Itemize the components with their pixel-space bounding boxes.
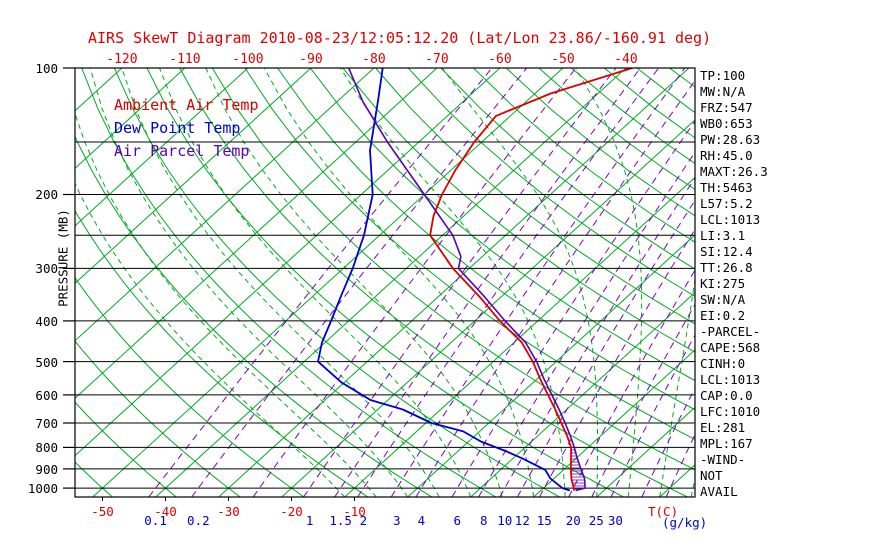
mixing-ratio-tick-label: 4: [417, 513, 426, 528]
stat-line: NOT: [700, 468, 723, 483]
stat-line: EL:281: [700, 420, 746, 435]
stat-line: CAPE:568: [700, 340, 761, 355]
stat-line: LI:3.1: [700, 228, 746, 243]
pressure-tick-label: 700: [35, 416, 58, 432]
pressure-tick-label: 800: [35, 440, 58, 456]
mixing-ratio-tick-label: 10: [497, 513, 513, 528]
top-temp-tick-label: -110: [169, 52, 201, 67]
stat-line: L57:5.2: [700, 196, 753, 211]
mixing-ratio-tick-label: 1: [305, 513, 314, 528]
stat-line: WB0:653: [700, 116, 753, 131]
mixing-ratio-tick-label: 6: [453, 513, 462, 528]
bottom-tick-marks: [102, 497, 355, 501]
ambient-temp-curve: [429, 68, 633, 491]
pressure-axis-label: PRESSURE (MB): [55, 209, 71, 307]
pressure-tick-label: 1000: [27, 481, 58, 497]
top-temp-tick-label: -60: [488, 52, 512, 67]
isotherm-lines: [75, 68, 695, 497]
mixing-ratio-unit-label: (g/kg): [662, 515, 708, 530]
legend-dew-point-temp: Dew Point Temp: [114, 119, 241, 137]
stat-line: TP:100: [700, 68, 746, 83]
stat-line: RH:45.0: [700, 148, 753, 163]
mixing-ratio-tick-label: 20: [565, 513, 581, 528]
mixing-ratio-tick-label: 15: [536, 513, 552, 528]
legend-air-parcel-temp: Air Parcel Temp: [114, 142, 250, 160]
pressure-tick-label: 600: [35, 387, 58, 403]
bottom-temp-tick-label: -10: [343, 504, 366, 519]
mixing-ratio-tick-label: 2: [359, 513, 368, 528]
sounding-curves: [317, 68, 633, 492]
stat-line: EI:0.2: [700, 308, 746, 323]
top-temp-tick-label: -100: [232, 52, 264, 67]
mixing-ratio-tick-label: 3: [393, 513, 401, 528]
stat-line: SW:N/A: [700, 292, 746, 307]
mixing-ratio-tick-label: 1.5: [329, 513, 352, 528]
bottom-temp-tick-label: -30: [217, 504, 240, 519]
pressure-tick-label: 400: [35, 313, 58, 329]
stat-line: MW:N/A: [700, 84, 746, 99]
mixing-ratio-tick-label: 30: [607, 513, 623, 528]
parcel-temp-curve: [347, 68, 586, 492]
mixing-ratio-tick-label: 12: [514, 513, 530, 528]
bottom-temp-tick-label: -20: [280, 504, 303, 519]
chart-title: AIRS SkewT Diagram 2010-08-23/12:05:12.2…: [88, 29, 712, 47]
stat-line: -PARCEL-: [700, 324, 761, 339]
stat-line: PW:28.63: [700, 132, 761, 147]
bottom-temp-tick-label: -40: [154, 504, 177, 519]
plot-border: [74, 67, 696, 498]
temp-unit-label: T(C): [648, 504, 679, 519]
mixing-ratio-tick-label: 0.2: [187, 513, 210, 528]
stat-line: KI:275: [700, 276, 746, 291]
top-temp-tick-label: -70: [425, 52, 449, 67]
stat-line: LCL:1013: [700, 372, 761, 387]
top-temp-tick-label: -50: [551, 52, 575, 67]
moist-adiabat-lines: [75, 68, 695, 497]
dew-temp-curve: [317, 68, 571, 492]
top-temp-tick-label: -40: [614, 52, 638, 67]
stat-line: CAP:0.0: [700, 388, 753, 403]
mixing-ratio-tick-label: 8: [479, 513, 488, 528]
grid-lines: [75, 68, 695, 497]
top-temp-tick-label: -80: [362, 52, 386, 67]
pressure-tick-marks: [63, 67, 75, 489]
stat-line: FRZ:547: [700, 100, 753, 115]
stat-line: AVAIL: [700, 484, 738, 499]
stat-line: LFC:1010: [700, 404, 761, 419]
top-temp-tick-label: -120: [106, 52, 138, 67]
stat-line: MPL:167: [700, 436, 753, 451]
stat-line: TH:5463: [700, 180, 753, 195]
bottom-temp-tick-label: -50: [91, 504, 114, 519]
pressure-tick-label: 500: [35, 354, 58, 370]
pressure-tick-label: 300: [35, 261, 58, 277]
stat-line: SI:12.4: [700, 244, 753, 259]
stats-panel: TP:100 MW:N/A FRZ:547 WB0:653 PW:28.63 RH:45.…: [700, 68, 768, 500]
pressure-tick-label: 100: [35, 61, 58, 76]
stat-line: CINH:0: [700, 356, 746, 371]
stat-line: MAXT:26.3: [700, 164, 768, 179]
mixing-ratio-tick-label: 25: [588, 513, 604, 528]
stat-line: -WIND-: [700, 452, 746, 467]
stat-line: LCL:1013: [700, 212, 761, 227]
top-temp-tick-label: -90: [299, 52, 323, 67]
pressure-tick-label: 200: [35, 187, 58, 203]
legend-ambient-air-temp: Ambient Air Temp: [114, 96, 259, 114]
stat-line: TT:26.8: [700, 260, 753, 275]
mixing-ratio-tick-label: 0.1: [144, 513, 167, 528]
mixing-ratio-lines: [148, 68, 695, 497]
pressure-tick-label: 900: [35, 461, 58, 477]
